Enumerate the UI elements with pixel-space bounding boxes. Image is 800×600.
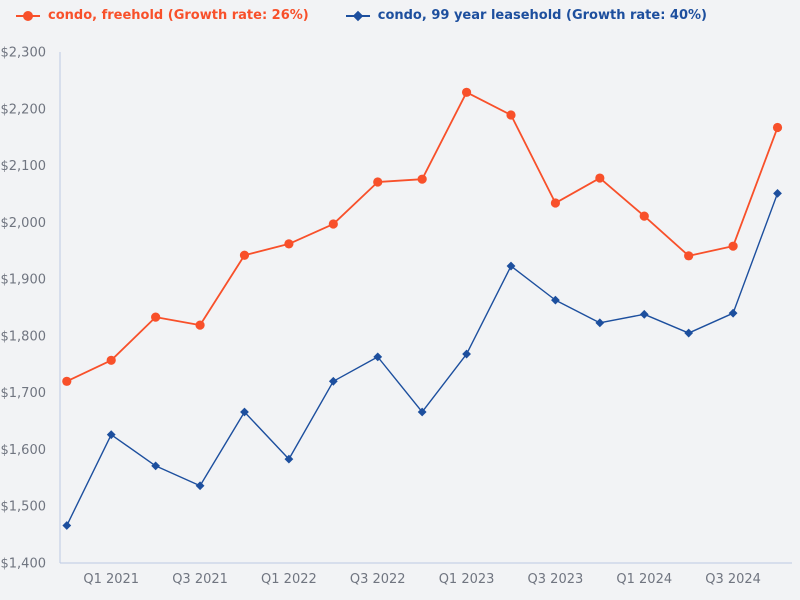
data-point-freehold: [595, 173, 605, 183]
x-tick-label: Q3 2022: [350, 572, 406, 587]
data-point-leasehold: [417, 407, 427, 417]
data-point-leasehold: [373, 352, 383, 362]
data-point-leasehold: [195, 481, 205, 491]
data-point-freehold: [195, 320, 205, 330]
leasehold-line-diamond-icon: [345, 10, 370, 21]
data-point-freehold: [106, 355, 116, 365]
data-point-freehold: [284, 239, 294, 249]
chart-legend: condo, freehold (Growth rate: 26%) condo…: [15, 8, 707, 23]
data-point-leasehold: [639, 309, 649, 319]
x-tick-label: Q1 2023: [439, 572, 495, 587]
y-tick-label: $2,200: [1, 102, 47, 117]
data-point-leasehold: [106, 430, 116, 440]
data-point-leasehold: [284, 454, 294, 464]
data-point-freehold: [772, 122, 783, 133]
legend-label-leasehold: condo, 99 year leasehold (Growth rate: 4…: [377, 8, 707, 23]
data-point-freehold: [417, 174, 427, 184]
data-point-leasehold: [595, 318, 605, 328]
x-tick-label: Q1 2022: [261, 572, 317, 587]
data-point-leasehold: [551, 295, 560, 305]
x-tick-label: Q1 2024: [616, 572, 672, 587]
y-tick-label: $1,500: [1, 500, 47, 515]
data-point-freehold: [373, 177, 383, 187]
y-tick-label: $1,700: [1, 386, 47, 401]
y-tick-label: $2,300: [1, 46, 47, 61]
data-point-freehold: [728, 241, 738, 251]
data-point-leasehold: [728, 308, 738, 318]
legend-item-leasehold[interactable]: condo, 99 year leasehold (Growth rate: 4…: [345, 8, 707, 23]
y-tick-label: $1,400: [1, 557, 47, 572]
data-point-leasehold: [773, 188, 782, 198]
x-tick-label: Q3 2021: [172, 572, 228, 587]
y-tick-label: $2,100: [1, 159, 47, 174]
data-point-freehold: [328, 219, 338, 229]
data-point-leasehold: [151, 461, 161, 471]
y-tick-label: $1,800: [1, 329, 47, 344]
data-point-freehold: [151, 312, 161, 322]
freehold-line-circle-icon: [16, 10, 40, 21]
data-point-leasehold: [462, 349, 471, 359]
data-point-freehold: [639, 211, 649, 221]
y-tick-label: $2,000: [1, 216, 47, 231]
x-tick-label: Q3 2023: [528, 572, 584, 587]
data-point-freehold: [62, 376, 72, 386]
series-line-freehold: [66, 91, 779, 383]
data-point-leasehold: [240, 407, 249, 417]
data-point-leasehold: [62, 521, 72, 530]
data-point-freehold: [550, 198, 561, 208]
data-point-freehold: [684, 251, 694, 261]
x-tick-label: Q3 2024: [705, 572, 761, 587]
series-line-leasehold: [66, 193, 779, 526]
y-tick-label: $1,900: [1, 273, 47, 288]
data-point-freehold: [239, 250, 250, 260]
data-point-leasehold: [684, 328, 694, 338]
y-tick-label: $1,600: [1, 443, 47, 458]
data-point-freehold: [461, 87, 472, 97]
legend-item-freehold[interactable]: condo, freehold (Growth rate: 26%): [15, 8, 309, 23]
data-point-leasehold: [328, 376, 338, 386]
data-point-freehold: [506, 110, 516, 120]
x-tick-label: Q1 2021: [83, 572, 139, 587]
data-point-leasehold: [506, 261, 516, 271]
legend-label-freehold: condo, freehold (Growth rate: 26%): [48, 8, 309, 23]
